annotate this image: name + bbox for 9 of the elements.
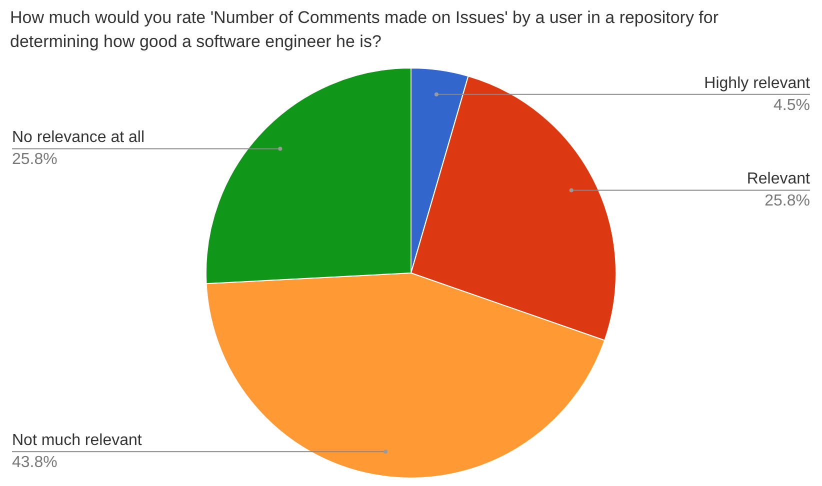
slice-label: Highly relevant xyxy=(704,74,811,92)
slice-label: No relevance at all xyxy=(12,129,145,146)
slice-label: Relevant xyxy=(746,170,811,188)
data-label: 25.8% xyxy=(764,192,810,210)
chart-title: How much would you rate 'Number of Comments made on Issues' by a user in a repository for determining how good a software engineer he is? xyxy=(10,7,720,53)
data-label: 25.8% xyxy=(12,151,58,168)
data-label: 4.5% xyxy=(774,96,810,114)
data-label: 43.8% xyxy=(12,454,58,472)
slice-label: Not much relevant xyxy=(12,432,142,450)
